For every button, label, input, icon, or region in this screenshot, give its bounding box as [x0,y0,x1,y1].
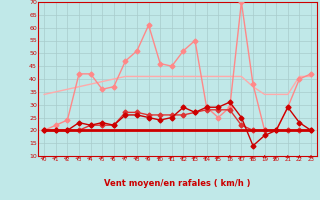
X-axis label: Vent moyen/en rafales ( km/h ): Vent moyen/en rafales ( km/h ) [104,179,251,188]
